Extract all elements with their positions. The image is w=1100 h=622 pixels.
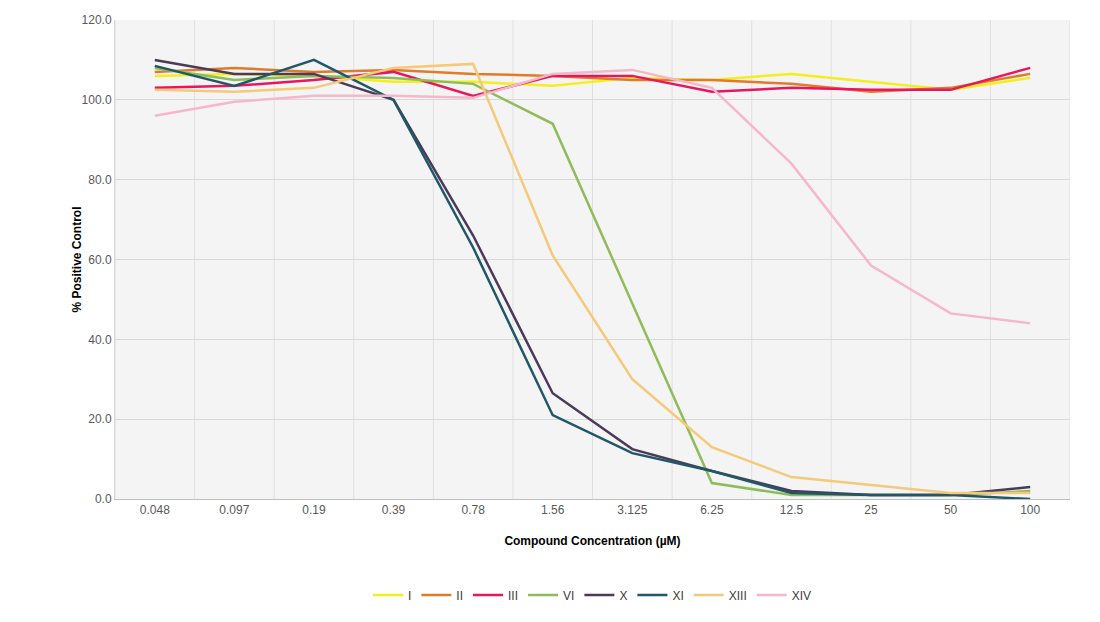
svg-text:0.39: 0.39 (382, 503, 406, 517)
svg-text:12.5: 12.5 (780, 503, 804, 517)
svg-text:3.125: 3.125 (617, 503, 647, 517)
svg-text:XI: XI (672, 589, 683, 603)
svg-text:1.56: 1.56 (541, 503, 565, 517)
svg-text:25: 25 (864, 503, 878, 517)
svg-text:100.0: 100.0 (82, 93, 112, 107)
svg-text:XIII: XIII (729, 589, 747, 603)
svg-text:40.0: 40.0 (88, 333, 112, 347)
svg-text:X: X (619, 589, 627, 603)
svg-text:II: II (456, 589, 463, 603)
svg-text:6.25: 6.25 (700, 503, 724, 517)
svg-text:III: III (508, 589, 518, 603)
svg-text:0.19: 0.19 (302, 503, 326, 517)
svg-text:20.0: 20.0 (88, 412, 112, 426)
svg-text:0.097: 0.097 (219, 503, 249, 517)
svg-text:I: I (408, 589, 411, 603)
svg-text:0.048: 0.048 (140, 503, 170, 517)
svg-text:0.78: 0.78 (461, 503, 485, 517)
svg-text:80.0: 80.0 (88, 173, 112, 187)
svg-text:XIV: XIV (792, 589, 811, 603)
svg-text:0.0: 0.0 (95, 492, 112, 506)
svg-text:VI: VI (563, 589, 574, 603)
svg-text:100: 100 (1020, 503, 1040, 517)
svg-text:60.0: 60.0 (88, 253, 112, 267)
svg-text:Compound Concentration (µM): Compound Concentration (µM) (504, 534, 680, 548)
svg-text:% Positive Control: % Positive Control (70, 206, 84, 312)
svg-text:120.0: 120.0 (82, 13, 112, 27)
svg-text:50: 50 (944, 503, 958, 517)
